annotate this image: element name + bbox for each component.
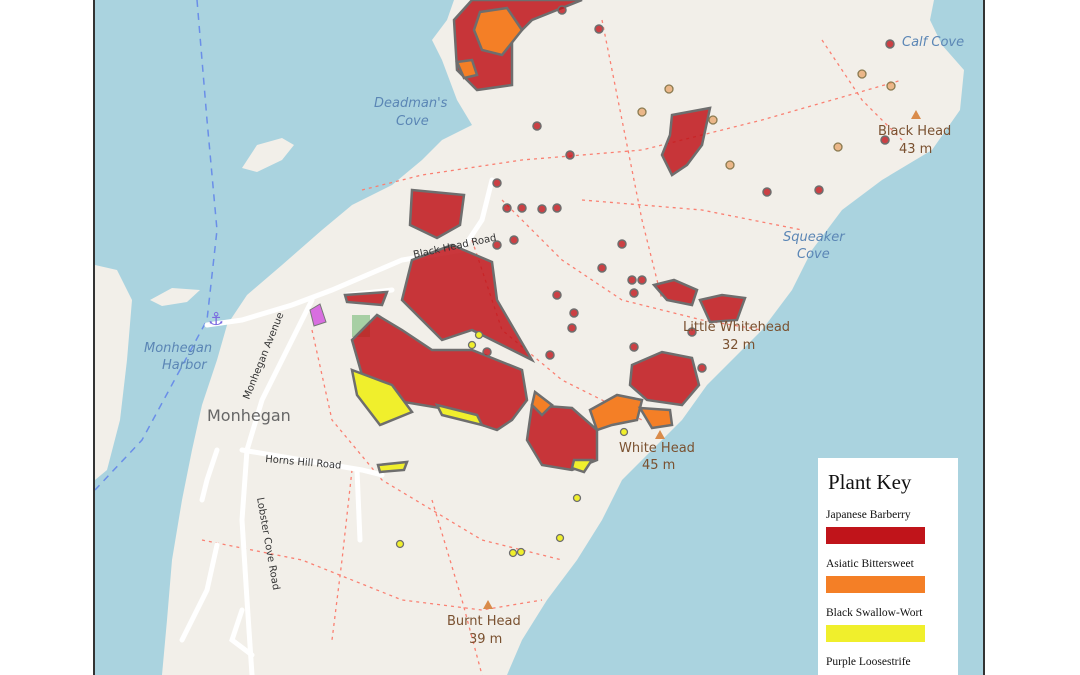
bittersweet-patch — [472, 6, 524, 57]
barberry-patch — [400, 243, 536, 363]
small-island — [242, 138, 294, 172]
horns-hill-road — [239, 447, 385, 478]
bittersweet-patch — [588, 393, 644, 432]
bittersweet-patch — [637, 406, 674, 430]
label-monhegan-harbor-2: Harbor — [162, 358, 208, 373]
swallowwort-points — [395, 330, 629, 558]
label-little-whitehead-elevation: 32 m — [722, 338, 755, 353]
legend-title: Plant Key — [828, 470, 912, 494]
purple-loosestrife-patch — [309, 303, 327, 327]
barberry-patch — [408, 188, 466, 240]
barberry-patch — [698, 293, 747, 324]
label-squeaker-cove-2: Cove — [797, 247, 830, 262]
label-black-head-elevation: 43 m — [899, 142, 932, 157]
legend-label-purple-loosestrife: Purple Loosestrife — [826, 656, 911, 668]
trails — [201, 19, 903, 675]
map-view[interactable]: ⚓ Calf Cove Deadman's Cove Black Head 43… — [93, 0, 985, 675]
label-white-head: White Head — [619, 441, 695, 456]
label-black-head: Black Head — [878, 124, 951, 139]
ferry-route — [95, 0, 218, 491]
label-calf-cove: Calf Cove — [902, 35, 964, 50]
swallowwort-patch — [376, 460, 409, 474]
swallowwort-patch — [350, 368, 414, 427]
peak-icon — [911, 110, 921, 119]
ledge-island — [150, 288, 200, 306]
black-head-road — [204, 177, 495, 328]
roads — [179, 177, 495, 675]
peak-icon — [483, 600, 493, 609]
label-white-head-elevation: 45 m — [642, 458, 675, 473]
map-canvas[interactable]: ⚓ Calf Cove Deadman's Cove Black Head 43… — [95, 0, 985, 675]
legend-label-japanese-barberry: Japanese Barberry — [826, 509, 911, 521]
swallowwort-patch — [434, 403, 485, 427]
label-deadmans-cove-2: Cove — [396, 114, 429, 129]
label-burnt-head: Burnt Head — [447, 614, 521, 629]
legend-swatch-asiatic-bittersweet — [826, 576, 925, 593]
legend-label-black-swallow-wort: Black Swallow-Wort — [826, 607, 923, 619]
bittersweet-patch — [530, 389, 554, 417]
bittersweet-patch — [455, 58, 479, 80]
label-monhegan-harbor: Monhegan — [144, 341, 212, 356]
legend-swatch-black-swallow-wort — [826, 625, 925, 642]
monhegan-island — [162, 0, 964, 675]
peak-icon — [655, 430, 665, 439]
legend-label-asiatic-bittersweet: Asiatic Bittersweet — [826, 558, 914, 570]
barberry-patch — [628, 350, 701, 407]
label-squeaker-cove: Squeaker — [783, 230, 846, 245]
plant-patches — [343, 0, 747, 474]
label-little-whitehead: Little Whitehead — [683, 320, 790, 335]
barberry-patch — [343, 290, 389, 307]
label-burnt-head-elevation: 39 m — [469, 632, 502, 647]
barberry-patch — [651, 278, 699, 307]
barberry-patch — [660, 106, 712, 177]
swallowwort-patch — [570, 458, 595, 474]
anchor-icon: ⚓ — [208, 309, 224, 330]
label-deadmans-cove: Deadman's — [374, 96, 448, 111]
legend-swatch-japanese-barberry — [826, 527, 925, 544]
plant-key-legend: Plant Key Japanese Barberry Asiatic Bitt… — [818, 458, 958, 675]
manana-island — [95, 265, 132, 480]
bittersweet-points — [637, 69, 896, 170]
label-monhegan: Monhegan — [207, 406, 291, 425]
peak-icons — [483, 110, 921, 609]
barberry-points — [482, 5, 895, 373]
